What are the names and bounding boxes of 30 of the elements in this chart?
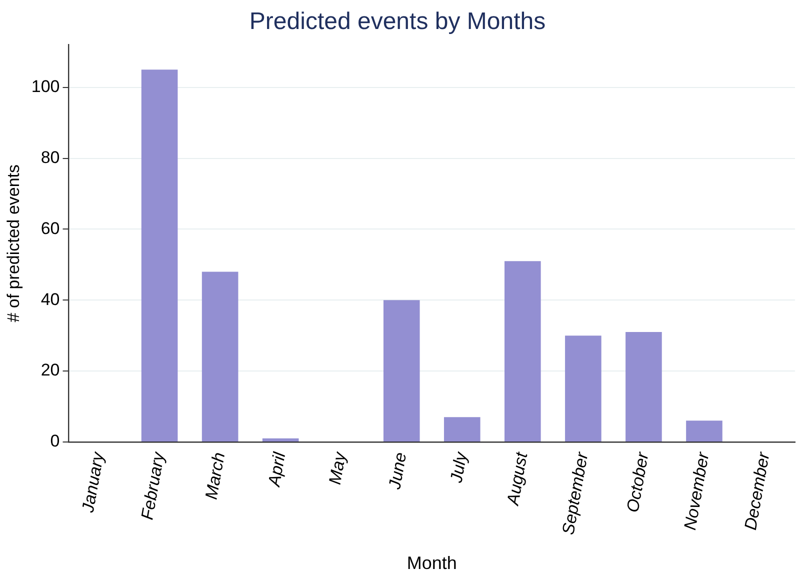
- bar: [686, 420, 722, 442]
- x-tick-label: February: [138, 449, 168, 522]
- y-tick-label: 40: [40, 290, 60, 309]
- bar: [444, 417, 480, 442]
- y-tick-label: 20: [40, 360, 60, 380]
- bar: [504, 261, 541, 442]
- x-tick-label: June: [384, 450, 410, 492]
- y-tick-label: 100: [31, 77, 60, 96]
- bar: [141, 70, 178, 442]
- x-tick-label: October: [623, 450, 653, 514]
- x-tick-label: August: [503, 450, 532, 508]
- y-tick-label: 0: [50, 432, 60, 451]
- bar: [383, 300, 420, 442]
- x-tick-label: July: [446, 449, 472, 486]
- bar: [565, 336, 602, 442]
- y-axis-title: # of predicted events: [4, 164, 23, 322]
- y-tick-label: 60: [40, 218, 60, 238]
- x-tick-label: May: [325, 449, 350, 486]
- x-tick-label: September: [558, 450, 592, 536]
- y-tick-label: 80: [40, 148, 60, 167]
- bar: [626, 332, 662, 442]
- x-tick-label: April: [264, 450, 290, 489]
- bar: [262, 438, 299, 442]
- x-axis-title: Month: [406, 553, 457, 574]
- x-tick-label: March: [202, 450, 229, 501]
- bar: [202, 272, 238, 442]
- x-tick-label: November: [680, 450, 714, 532]
- x-tick-label: January: [78, 449, 108, 515]
- chart-title: Predicted events by Months: [249, 8, 546, 36]
- x-tick-label: December: [741, 450, 774, 532]
